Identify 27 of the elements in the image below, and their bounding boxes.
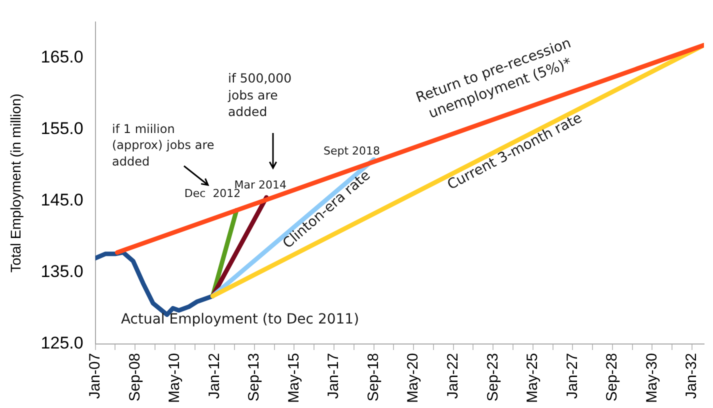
y-tick-label: 165.0 (40, 48, 84, 67)
x-tick-label: Sep-18 (364, 352, 382, 402)
y-tick-label: 135.0 (40, 262, 84, 282)
x-tick-label: Jan-07 (86, 352, 104, 399)
x-tick-label: May-20 (404, 352, 422, 404)
x-tick-label: Jan-32 (683, 352, 700, 399)
annotation: if 1 miilion (approx) jobs are added (112, 122, 214, 168)
x-tick-label: Sep-13 (246, 352, 263, 402)
x-tick-label: Jan-17 (325, 352, 342, 399)
x-tick-label: Sep-23 (484, 352, 502, 402)
x-tick-label: Jan-27 (564, 352, 581, 399)
y-tick-label: 155.0 (40, 119, 84, 138)
y-tick-label: 145.0 (40, 190, 84, 210)
x-tick-label: May-15 (285, 352, 302, 404)
x-tick-label: Sep-28 (604, 352, 621, 402)
annotation: if 500,000 jobs are added (227, 70, 292, 120)
y-tick-label: 125.0 (40, 334, 84, 353)
annotation: Sept 2018 (324, 144, 380, 158)
x-tick-label: Jan-12 (206, 352, 223, 399)
annotation: Actual Employment (to Dec 2011) (120, 312, 360, 328)
x-tick-label: Jan-22 (444, 352, 462, 399)
y-axis-title: Total Employment (in million) (7, 94, 24, 273)
x-tick-label: May-30 (643, 352, 660, 404)
x-tick-label: May-25 (524, 352, 542, 404)
x-tick-label: May-10 (166, 352, 184, 404)
x-tick-label: Sep-08 (126, 352, 144, 402)
annotation: Dec 2012 (184, 187, 241, 200)
